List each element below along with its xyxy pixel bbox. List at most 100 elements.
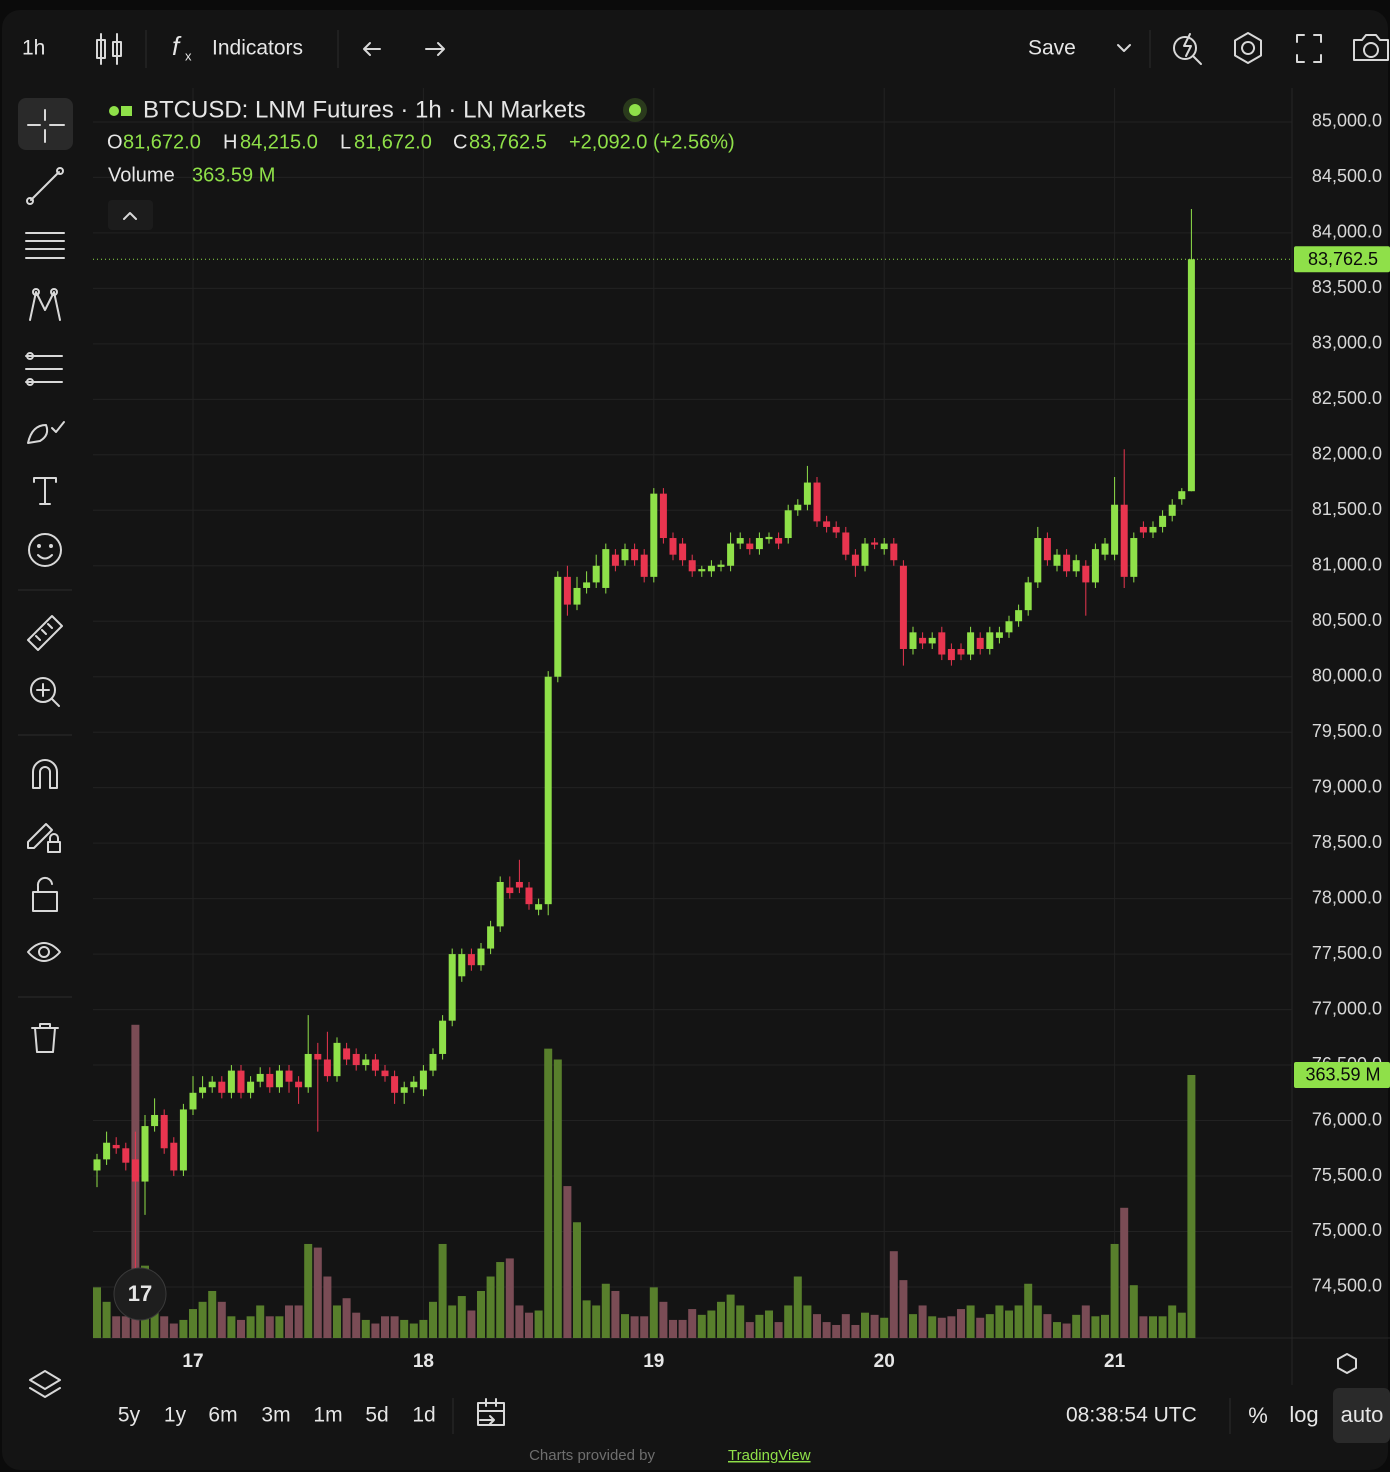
brush-tool[interactable] <box>27 421 65 444</box>
candle-body <box>362 1059 370 1066</box>
goto-date[interactable] <box>477 1398 505 1426</box>
candle-body <box>400 1087 408 1093</box>
volume-value: 363.59 M <box>192 164 275 186</box>
volume-bar <box>937 1317 946 1338</box>
delete-tool[interactable] <box>31 1023 59 1053</box>
candle-body <box>631 549 639 561</box>
layers-button[interactable] <box>29 1370 61 1398</box>
range-button[interactable]: 6m <box>208 1404 237 1427</box>
lock-tool[interactable] <box>32 876 58 912</box>
ohlc-value: 83,762.5 <box>469 131 547 153</box>
candle-body <box>707 565 715 572</box>
y-tick-label: 80,500.0 <box>1312 610 1382 630</box>
candle-body <box>698 569 706 572</box>
volume-bar <box>832 1324 841 1338</box>
candle-body <box>1091 549 1099 583</box>
volume-bar <box>774 1322 783 1338</box>
volume-bar <box>1177 1312 1186 1338</box>
volume-bar <box>966 1305 975 1338</box>
last-volume-label: 363.59 M <box>1305 1065 1380 1085</box>
candle-body <box>928 637 936 644</box>
candle-body <box>986 632 994 649</box>
trend-line-tool[interactable] <box>26 167 64 205</box>
volume-bar <box>477 1290 485 1338</box>
y-tick-label: 75,500.0 <box>1312 1165 1382 1185</box>
volume-bar <box>429 1301 437 1338</box>
candle-body <box>122 1148 130 1163</box>
candle-body <box>554 576 562 677</box>
volume-bar <box>880 1317 889 1338</box>
y-tick-label: 79,500.0 <box>1312 721 1382 741</box>
range-button[interactable]: 5d <box>365 1404 388 1427</box>
candle-body <box>112 1144 120 1149</box>
percent-toggle[interactable]: % <box>1248 1403 1268 1428</box>
text-tool[interactable] <box>33 477 57 505</box>
market-status <box>629 104 641 116</box>
candle-body <box>419 1070 427 1090</box>
volume-bar <box>573 1222 581 1338</box>
emoji-tool[interactable] <box>28 533 62 567</box>
candle-body <box>717 564 725 567</box>
candle-body <box>602 549 610 588</box>
chart-type-button[interactable] <box>96 33 122 65</box>
auto-toggle[interactable]: auto <box>1341 1402 1384 1427</box>
candle-body <box>823 521 831 527</box>
candle-body <box>352 1053 360 1066</box>
alert-button[interactable] <box>1173 33 1202 65</box>
volume-bar <box>285 1305 293 1338</box>
volume-bar <box>1024 1283 1033 1338</box>
range-button[interactable]: 1m <box>313 1404 342 1427</box>
grid <box>93 88 1292 1338</box>
range-button[interactable]: 5y <box>118 1404 141 1427</box>
settings-button[interactable] <box>1234 32 1262 64</box>
axis-settings[interactable] <box>1337 1353 1357 1374</box>
undo-button[interactable] <box>363 42 381 56</box>
forecast-tool[interactable] <box>25 352 63 386</box>
volume-bar <box>707 1310 716 1338</box>
volume-bar <box>1014 1305 1023 1338</box>
credit-link[interactable]: TradingView <box>728 1447 811 1464</box>
visibility-tool[interactable] <box>27 942 61 962</box>
lock-drawing-tool[interactable] <box>27 823 61 853</box>
candle-body <box>1111 504 1119 555</box>
collapse-button[interactable] <box>108 200 153 230</box>
candle-body <box>640 554 648 577</box>
candle-body <box>899 565 907 649</box>
volume-bar <box>179 1319 188 1338</box>
candle-body <box>650 493 658 577</box>
candle-body <box>909 632 917 649</box>
ruler-tool[interactable] <box>27 615 63 651</box>
volume-bar <box>150 1309 159 1338</box>
volume-bar <box>237 1319 245 1338</box>
zoom-tool[interactable] <box>30 677 60 707</box>
crosshair-tool[interactable] <box>27 109 65 143</box>
screenshot-button[interactable] <box>1353 34 1389 61</box>
candle-body <box>669 538 677 555</box>
save-menu[interactable] <box>1117 44 1131 52</box>
candle-body <box>727 543 735 566</box>
volume-bar <box>736 1305 745 1338</box>
tradingview-logo[interactable] <box>113 1267 167 1321</box>
candle-body <box>679 543 687 561</box>
candle-body <box>1149 526 1157 533</box>
magnet-tool[interactable] <box>32 759 58 789</box>
ohlc-key: C <box>453 131 467 153</box>
fullscreen-button[interactable] <box>1296 34 1322 63</box>
volume-bar <box>419 1319 428 1338</box>
range-button[interactable]: 1y <box>164 1404 187 1427</box>
candle-body <box>583 582 591 588</box>
range-button[interactable]: 3m <box>261 1404 290 1427</box>
interval-button[interactable]: 1h <box>22 37 45 60</box>
range-button[interactable]: 1d <box>412 1404 435 1427</box>
save-button[interactable]: Save <box>1028 37 1076 60</box>
volume-bar <box>649 1287 658 1338</box>
pattern-tool[interactable] <box>29 288 61 321</box>
fib-tool[interactable] <box>25 232 65 259</box>
log-toggle[interactable]: log <box>1289 1402 1318 1427</box>
candle-body <box>141 1126 149 1182</box>
volume-bar <box>889 1251 898 1338</box>
redo-button[interactable] <box>425 42 445 56</box>
last-price-label: 83,762.5 <box>1308 249 1378 269</box>
indicators-button[interactable]: Indicators <box>212 37 303 60</box>
candle-body <box>314 1053 322 1060</box>
